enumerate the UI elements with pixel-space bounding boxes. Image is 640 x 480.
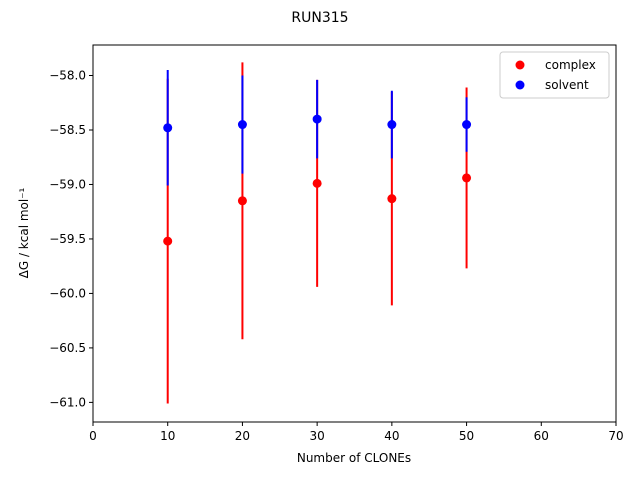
- x-tick-label-50: 50: [459, 429, 474, 443]
- x-tick-label-40: 40: [384, 429, 399, 443]
- legend-marker-solvent: [515, 80, 525, 90]
- legend-label-solvent: solvent: [545, 78, 589, 92]
- x-axis-label: Number of CLONEs: [297, 451, 411, 465]
- chart-title: RUN315: [291, 10, 348, 26]
- point-solvent-10: [163, 123, 173, 133]
- point-complex-30: [312, 178, 322, 188]
- y-tick-label--60: −60.0: [49, 286, 86, 300]
- point-complex-50: [462, 173, 472, 183]
- x-tick-label-20: 20: [235, 429, 250, 443]
- y-axis-label: ΔG / kcal mol⁻¹: [17, 187, 31, 278]
- point-complex-10: [163, 236, 173, 246]
- y-tick-label--60.5: −60.5: [49, 341, 86, 355]
- legend: complex solvent: [499, 51, 610, 99]
- x-tick-label-30: 30: [310, 429, 325, 443]
- y-tick-label--58: −58.0: [49, 69, 86, 83]
- y-tick-label--59: −59.0: [49, 177, 86, 191]
- legend-label-complex: complex: [545, 58, 596, 72]
- legend-box: [499, 51, 610, 99]
- point-solvent-40: [387, 120, 397, 130]
- x-tick-label-0: 0: [89, 429, 97, 443]
- point-solvent-20: [237, 120, 247, 130]
- point-complex-40: [387, 194, 397, 204]
- x-tick-label-70: 70: [608, 429, 623, 443]
- legend-marker-complex: [515, 60, 525, 70]
- point-complex-20: [237, 196, 247, 206]
- y-tick-label--58.5: −58.5: [49, 123, 86, 137]
- x-tick-label-60: 60: [534, 429, 549, 443]
- axes: 0 10 20 30 40 50 60 70 −61.0 −60.5 −60.0 −59.5 −59.0…: [49, 44, 624, 443]
- plot-frame: [92, 44, 617, 423]
- y-tick-label--59.5: −59.5: [49, 232, 86, 246]
- x-tick-label-10: 10: [160, 429, 175, 443]
- point-solvent-50: [462, 120, 472, 130]
- point-solvent-30: [312, 114, 322, 124]
- y-tick-label--61: −61.0: [49, 395, 86, 409]
- series-solvent: [163, 70, 472, 186]
- plot-area: [163, 62, 472, 404]
